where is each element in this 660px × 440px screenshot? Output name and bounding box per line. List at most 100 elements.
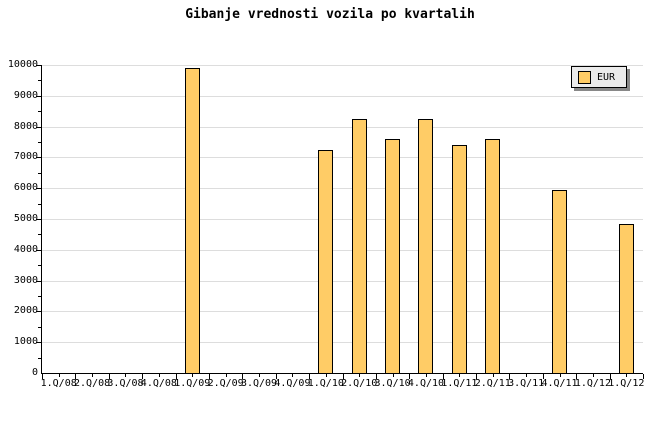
x-axis-label-2: 3.Q/08 xyxy=(107,378,144,389)
y-axis-label-0: 0 xyxy=(31,367,38,378)
gridline-2000 xyxy=(42,311,643,313)
x-tick-major-10 xyxy=(376,374,377,379)
y-tick-minor-6500 xyxy=(38,172,41,174)
bar-4.Q/10-11 xyxy=(418,119,433,373)
y-tick-major-7000 xyxy=(36,157,41,159)
y-tick-major-1000 xyxy=(36,342,41,344)
y-axis-label-6000: 6000 xyxy=(13,182,38,194)
gridline-10000 xyxy=(42,65,643,66)
x-axis-label-6: 3.Q/09 xyxy=(240,378,278,389)
x-tick-major-11 xyxy=(409,374,410,379)
y-axis-label-4000: 4000 xyxy=(13,243,38,255)
bar-2.Q/11-13 xyxy=(485,139,500,373)
x-tick-minor-13 xyxy=(493,374,494,377)
x-axis-label-7: 4.Q/09 xyxy=(274,378,311,389)
y-tick-minor-1500 xyxy=(38,326,41,328)
x-tick-minor-11 xyxy=(426,374,427,377)
x-tick-minor-15 xyxy=(560,374,561,377)
x-tick-major-13 xyxy=(476,374,477,379)
y-axis-label-1000: 1000 xyxy=(13,336,38,348)
x-axis-label-13: 2.Q/11 xyxy=(474,378,511,389)
bar-4.Q/11-15 xyxy=(552,190,567,373)
x-tick-minor-10 xyxy=(393,374,394,377)
y-tick-minor-5500 xyxy=(38,203,41,205)
x-tick-major-6 xyxy=(242,374,243,379)
x-tick-major-1 xyxy=(75,374,76,379)
gridline-3000 xyxy=(42,280,643,282)
x-tick-major-15 xyxy=(543,374,544,379)
y-tick-major-4000 xyxy=(36,249,41,251)
y-axis-label-8000: 8000 xyxy=(13,120,38,132)
y-axis-label-9000: 9000 xyxy=(13,89,38,101)
x-tick-major-18 xyxy=(643,374,644,379)
x-axis-label-10: 3.Q/10 xyxy=(374,378,411,389)
x-tick-minor-1 xyxy=(92,374,93,377)
x-tick-minor-16 xyxy=(593,374,594,377)
x-tick-major-14 xyxy=(509,374,510,379)
x-tick-minor-14 xyxy=(526,374,527,377)
x-tick-major-8 xyxy=(309,374,310,379)
x-tick-major-5 xyxy=(209,374,210,379)
x-tick-minor-4 xyxy=(192,374,193,377)
x-tick-minor-9 xyxy=(359,374,360,377)
chart-title: Gibanje vrednosti vozila po kvartalih xyxy=(185,7,475,22)
y-axis-label-7000: 7000 xyxy=(13,151,38,163)
y-tick-minor-8500 xyxy=(38,111,41,113)
bar-1.Q/09-4 xyxy=(185,68,200,373)
y-tick-major-3000 xyxy=(36,280,41,282)
plot-area: 0 1000 2000 3000 4000 5000 6000 7000 8000 9000 100… xyxy=(8,60,644,389)
y-tick-major-10000 xyxy=(36,65,41,66)
x-axis-label-12: 1.Q/11 xyxy=(441,378,478,389)
x-tick-major-0 xyxy=(42,374,43,379)
x-tick-minor-5 xyxy=(226,374,227,377)
y-tick-minor-9500 xyxy=(38,80,41,82)
x-tick-major-7 xyxy=(276,374,277,379)
x-tick-minor-17 xyxy=(626,374,627,377)
x-tick-minor-7 xyxy=(292,374,293,377)
y-tick-major-2000 xyxy=(36,311,41,313)
x-tick-major-4 xyxy=(176,374,177,379)
gridline-8000 xyxy=(42,126,643,128)
x-axis-label-11: 4.Q/10 xyxy=(407,378,445,389)
gridline-4000 xyxy=(42,249,643,251)
y-tick-major-8000 xyxy=(36,126,41,128)
y-tick-minor-4500 xyxy=(38,234,41,236)
x-tick-minor-6 xyxy=(259,374,260,377)
bar-1.Q/11-12 xyxy=(452,145,467,373)
legend-label: EUR xyxy=(597,71,616,83)
y-tick-major-9000 xyxy=(36,95,41,97)
x-tick-minor-12 xyxy=(459,374,460,377)
gridline-1000 xyxy=(42,342,643,344)
x-tick-major-17 xyxy=(610,374,611,379)
bar-3.Q/10-10 xyxy=(385,139,400,373)
legend-swatch-eur xyxy=(578,70,591,84)
gridline-6000 xyxy=(42,188,643,190)
x-tick-major-2 xyxy=(109,374,110,379)
x-axis-label-14: 3.Q/11 xyxy=(508,378,545,389)
bar-1.Q/10-8 xyxy=(318,150,333,373)
y-tick-minor-2500 xyxy=(38,296,41,297)
x-axis-label-1: 2.Q/08 xyxy=(74,378,111,389)
y-axis-label-10000: 10000 xyxy=(7,59,38,70)
x-axis-label-16: 1.Q/12 xyxy=(574,378,611,389)
x-axis-label-3: 4.Q/08 xyxy=(140,378,177,389)
x-tick-minor-8 xyxy=(326,374,327,377)
x-axis-label-15: 4.Q/11 xyxy=(541,378,578,389)
x-axis-label-17: 1.Q/12 xyxy=(608,378,645,389)
x-tick-major-3 xyxy=(142,374,143,379)
y-axis-label-3000: 3000 xyxy=(13,274,38,286)
x-axis-label-9: 2.Q/10 xyxy=(341,378,378,389)
x-tick-minor-3 xyxy=(159,374,160,377)
x-axis-label-0: 1.Q/08 xyxy=(40,378,77,389)
y-tick-major-5000 xyxy=(36,219,41,220)
gridline-7000 xyxy=(42,157,643,159)
y-axis-label-2000: 2000 xyxy=(13,305,38,317)
x-axis-label-4: 1.Q/09 xyxy=(174,378,211,389)
x-tick-minor-2 xyxy=(125,374,126,377)
y-axis-label-5000: 5000 xyxy=(13,213,38,224)
x-tick-major-9 xyxy=(343,374,344,379)
x-axis-label-5: 2.Q/09 xyxy=(207,378,244,389)
x-tick-minor-0 xyxy=(59,374,60,377)
y-tick-minor-3500 xyxy=(38,265,41,267)
